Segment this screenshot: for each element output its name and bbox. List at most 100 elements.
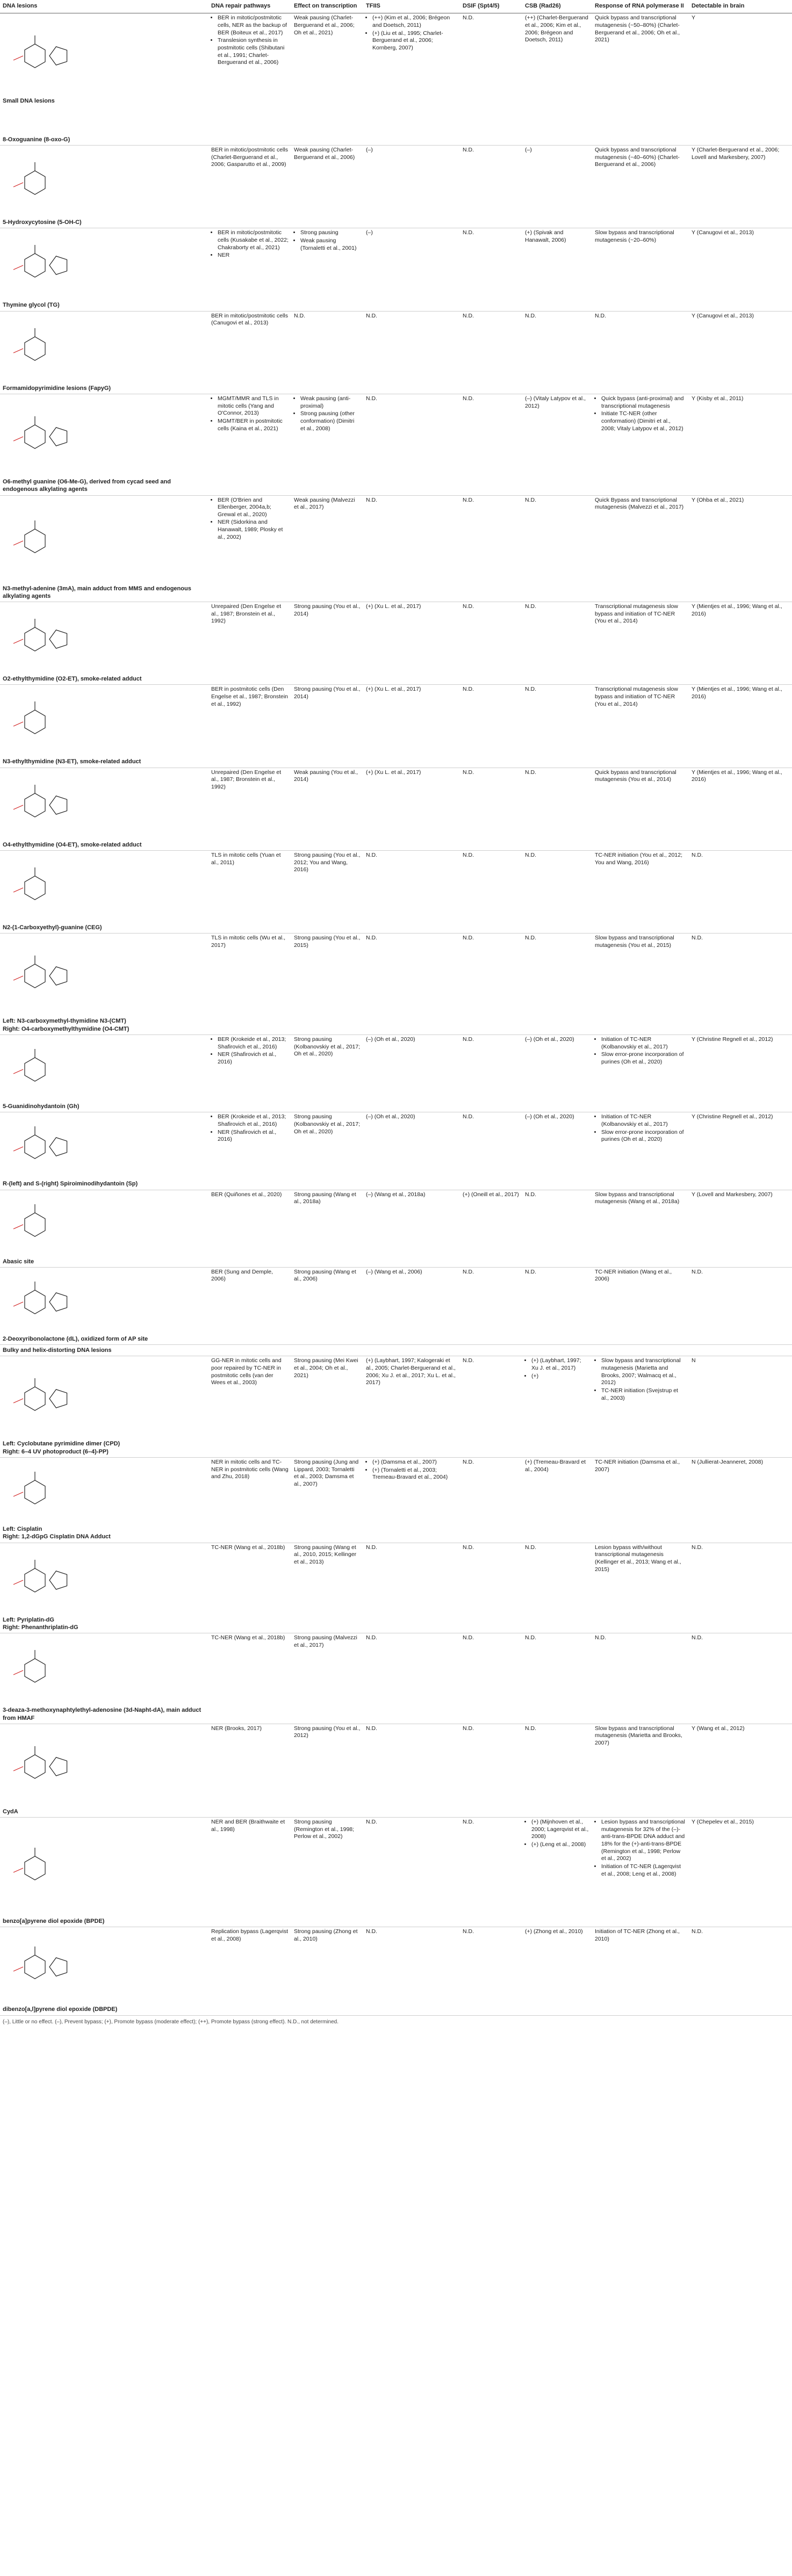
dsif-cell: N.D. bbox=[460, 1724, 522, 1818]
tfiis-cell: (++) (Kim et al., 2006; Brégeon and Doet… bbox=[363, 13, 460, 146]
transcription-list: Weak pausing (anti-proximal)Strong pausi… bbox=[294, 395, 361, 432]
response-list: Initiation of TC-NER (Kolbanovskiy et al… bbox=[595, 1036, 686, 1066]
lesion-cell: O2-ethylthymidine (O2-ET), smoke-related… bbox=[0, 602, 208, 685]
transcription-cell: Weak pausing (Malvezzi et al., 2017) bbox=[291, 495, 363, 603]
response-list: Slow bypass and transcriptional mutagene… bbox=[595, 1357, 686, 1402]
brain-cell: Y (Chepelev et al., 2015) bbox=[689, 1817, 792, 1928]
response-cell: Slow bypass and transcriptional mutagene… bbox=[592, 933, 689, 1035]
table-row: 3-deaza-3-methoxynaphtylethyl-adenosine … bbox=[0, 1633, 792, 1724]
repair-item: BER (Krokeide et al., 2013; Shafirovich … bbox=[218, 1036, 289, 1051]
tfiis-cell: N.D. bbox=[363, 850, 460, 934]
csb-cell: N.D. bbox=[522, 1190, 592, 1268]
tfiis-cell: N.D. bbox=[363, 495, 460, 603]
response-cell: N.D. bbox=[592, 1633, 689, 1724]
response-cell: Initiation of TC-NER (Kolbanovskiy et al… bbox=[592, 1034, 689, 1113]
table-row: Left: N3-carboxymethyl-thymidine N3-(CMT… bbox=[0, 933, 792, 1035]
response-list: Lesion bypass and transcriptional mutage… bbox=[595, 1819, 686, 1878]
response-cell: Slow bypass and transcriptional mutagene… bbox=[592, 1190, 689, 1268]
molecule-structure bbox=[13, 1472, 46, 1504]
repair-cell: BER (Sung and Demple, 2006) bbox=[208, 1267, 291, 1345]
response-cell: TC-NER initiation (Wang et al., 2006) bbox=[592, 1267, 689, 1345]
response-item: Initiation of TC-NER (Lagerqvist et al.,… bbox=[601, 1863, 686, 1878]
lesion-name: Left: Cyclobutane pyrimidine dimer (CPD)… bbox=[3, 1441, 120, 1455]
lesion-cell: R-(left) and S-(right) Spiroiminodihydan… bbox=[0, 1112, 208, 1190]
molecule-structure bbox=[13, 1848, 46, 1880]
lesion-cell: 5-Guanidinohydantoin (Gh) bbox=[0, 1034, 208, 1113]
tfiis-cell: (–) (Oh et al., 2020) bbox=[363, 1112, 460, 1190]
transcription-cell: Strong pausing (Zhong et al., 2010) bbox=[291, 1927, 363, 2016]
repair-cell: Unrepaired (Den Engelse et al., 1987; Br… bbox=[208, 768, 291, 851]
lesion-cell: N3-methyl-adenine (3mA), main adduct fro… bbox=[0, 495, 208, 603]
repair-item: BER in mitotic/postmitotic cells (Kusaka… bbox=[218, 229, 289, 251]
brain-cell: Y (Christine Regnell et al., 2012) bbox=[689, 1034, 792, 1113]
transcription-cell: Strong pausing (Remington et al., 1998; … bbox=[291, 1817, 363, 1928]
response-cell: Quick bypass and transcriptional mutagen… bbox=[592, 768, 689, 851]
response-cell: Initiation of TC-NER (Zhong et al., 2010… bbox=[592, 1927, 689, 2016]
brain-cell: N.D. bbox=[689, 1543, 792, 1634]
table-footnote: (–), Little or no effect. (–), Prevent b… bbox=[3, 2018, 339, 2025]
response-item: Lesion bypass and transcriptional mutage… bbox=[601, 1819, 686, 1863]
response-cell: Initiation of TC-NER (Kolbanovskiy et al… bbox=[592, 1112, 689, 1190]
lesion-cell: 3-deaza-3-methoxynaphtylethyl-adenosine … bbox=[0, 1633, 208, 1724]
repair-cell: TC-NER (Wang et al., 2018b) bbox=[208, 1543, 291, 1634]
repair-list: BER in mitotic/postmitotic cells (Kusaka… bbox=[211, 229, 289, 259]
csb-cell: (–) (Oh et al., 2020) bbox=[522, 1034, 592, 1113]
molecule-structure bbox=[13, 1378, 68, 1412]
lesion-name: Small DNA lesions 8-Oxoguanine (8-oxo-G) bbox=[3, 98, 70, 143]
repair-cell: MGMT/MMR and TLS in mitotic cells (Yang … bbox=[208, 394, 291, 496]
dsif-cell: N.D. bbox=[460, 311, 522, 394]
repair-cell: GG-NER in mitotic cells and poor repaire… bbox=[208, 1356, 291, 1458]
tfiis-cell: N.D. bbox=[363, 1817, 460, 1928]
dsif-cell: N.D. bbox=[460, 1356, 522, 1458]
csb-cell: N.D. bbox=[522, 1724, 592, 1818]
response-cell: Lesion bypass with/without transcription… bbox=[592, 1543, 689, 1634]
table-row: O2-ethylthymidine (O2-ET), smoke-related… bbox=[0, 602, 792, 685]
response-cell: Quick bypass and transcriptional mutagen… bbox=[592, 13, 689, 146]
transcription-cell: N.D. bbox=[291, 311, 363, 394]
csb-cell: (+) (Zhong et al., 2010) bbox=[522, 1927, 592, 2016]
table-row: R-(left) and S-(right) Spiroiminodihydan… bbox=[0, 1112, 792, 1190]
lesion-name: 5-Guanidinohydantoin (Gh) bbox=[3, 1103, 80, 1110]
transcription-item: Weak pausing (Tornaletti et al., 2001) bbox=[300, 237, 361, 252]
response-item: Slow error-prone incorporation of purine… bbox=[601, 1129, 686, 1144]
lesion-name: Left: N3-carboxymethyl-thymidine N3-(CMT… bbox=[3, 1018, 129, 1032]
tfiis-cell: (–) (Wang et al., 2018a) bbox=[363, 1190, 460, 1268]
transcription-list: Strong pausingWeak pausing (Tornaletti e… bbox=[294, 229, 361, 252]
dsif-cell: N.D. bbox=[460, 394, 522, 496]
repair-cell: BER in mitotic/postmitotic cells (Charle… bbox=[208, 145, 291, 229]
lesion-cell: Abasic site bbox=[0, 1190, 208, 1268]
csb-cell: (–) (Vitaly Latypov et al., 2012) bbox=[522, 394, 592, 496]
dsif-cell: N.D. bbox=[460, 684, 522, 768]
response-cell: Slow bypass and transcriptional mutagene… bbox=[592, 228, 689, 312]
table-row: dibenzo[a,l]pyrene diol epoxide (DBPDE) R… bbox=[0, 1927, 792, 2016]
brain-cell: Y (Christine Regnell et al., 2012) bbox=[689, 1112, 792, 1190]
tfiis-item: (+) (Damsma et al., 2007) bbox=[372, 1459, 457, 1466]
response-item: Initiation of TC-NER (Kolbanovskiy et al… bbox=[601, 1036, 686, 1051]
transcription-cell: Strong pausing (Wang et al., 2006) bbox=[291, 1267, 363, 1345]
brain-cell: Y (Canugovi et al., 2013) bbox=[689, 228, 792, 312]
csb-cell: N.D. bbox=[522, 1267, 592, 1345]
dsif-cell: N.D. bbox=[460, 13, 522, 146]
transcription-cell: Weak pausing (Charlet-Berguerand et al.,… bbox=[291, 145, 363, 229]
molecule-structure bbox=[13, 35, 68, 68]
lesion-name: Thymine glycol (TG) bbox=[3, 302, 60, 309]
lesion-name: dibenzo[a,l]pyrene diol epoxide (DBPDE) bbox=[3, 2006, 118, 2013]
molecule-structure bbox=[13, 1947, 68, 1980]
transcription-cell: Strong pausing (Malvezzi et al., 2017) bbox=[291, 1633, 363, 1724]
table-row: O6-methyl guanine (O6-Me-G), derived fro… bbox=[0, 394, 792, 496]
brain-cell: Y (Mientjes et al., 1996; Wang et al., 2… bbox=[689, 602, 792, 685]
header-tfiis: TFIIS bbox=[363, 0, 460, 14]
transcription-item: Strong pausing (other conformation) (Dim… bbox=[300, 410, 361, 432]
transcription-cell: Strong pausing (Kolbanovskiy et al., 201… bbox=[291, 1034, 363, 1113]
molecule-structure bbox=[13, 162, 46, 195]
response-cell: TC-NER initiation (Damsma et al., 2007) bbox=[592, 1457, 689, 1543]
repair-list: BER (Krokeide et al., 2013; Shafirovich … bbox=[211, 1036, 289, 1066]
dsif-cell: N.D. bbox=[460, 1543, 522, 1634]
molecule-structure bbox=[13, 784, 68, 817]
brain-cell: Y (Kisby et al., 2011) bbox=[689, 394, 792, 496]
transcription-cell: Weak pausing (anti-proximal)Strong pausi… bbox=[291, 394, 363, 496]
lesion-name: N3-methyl-adenine (3mA), main adduct fro… bbox=[3, 585, 191, 599]
repair-item: NER bbox=[218, 252, 289, 259]
transcription-cell: Weak pausing (Charlet-Berguerand et al.,… bbox=[291, 13, 363, 146]
